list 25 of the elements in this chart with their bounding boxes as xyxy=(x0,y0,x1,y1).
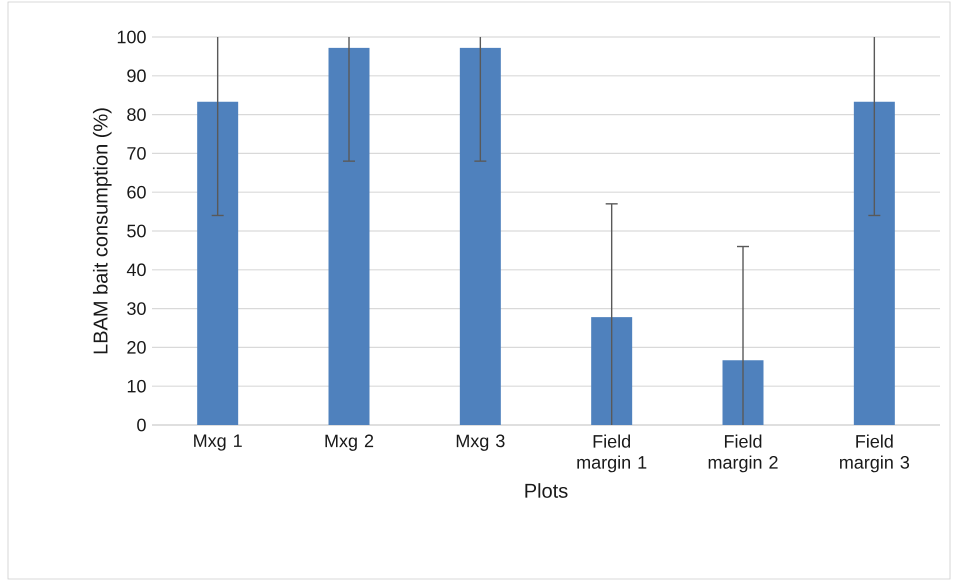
bar xyxy=(854,102,895,425)
y-axis-title: LBAM bait consumption (%) xyxy=(92,108,112,354)
y-tick-label: 30 xyxy=(127,302,146,315)
bar xyxy=(197,102,238,425)
y-tick-label: 60 xyxy=(127,186,146,199)
x-tick-label: Field margin 2 xyxy=(708,434,778,472)
y-tick-label: 20 xyxy=(127,341,146,354)
y-tick-label: 70 xyxy=(127,147,146,160)
y-tick-label: 40 xyxy=(126,263,146,276)
x-tick-label: Mxg 1 xyxy=(194,434,242,451)
x-axis-title: Plots xyxy=(525,483,568,498)
bar xyxy=(460,48,501,425)
x-tick-label: Mxg 2 xyxy=(325,434,374,451)
bar xyxy=(591,317,632,425)
y-tick-label: 0 xyxy=(137,418,146,432)
y-tick-label: 80 xyxy=(127,108,146,121)
y-tick-label: 90 xyxy=(127,69,146,82)
x-tick-label: Field margin 1 xyxy=(577,434,646,472)
y-tick-label: 100 xyxy=(118,30,146,44)
x-tick-label: Field margin 3 xyxy=(840,434,910,472)
bar xyxy=(328,48,370,425)
bar xyxy=(722,360,764,425)
x-tick-label: Mxg 3 xyxy=(456,434,505,451)
y-tick-label: 50 xyxy=(127,224,146,238)
y-tick-label: 10 xyxy=(128,380,146,393)
